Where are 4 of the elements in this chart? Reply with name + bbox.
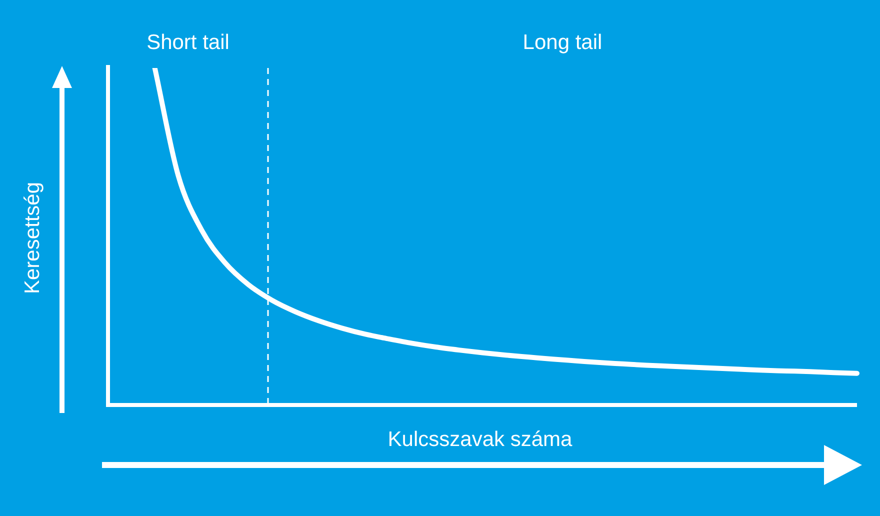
text: Long tail: [522, 30, 602, 54]
x-axis-title: Kulcsszavak száma: [388, 428, 572, 452]
y-axis-title: Keresettség: [21, 182, 45, 294]
text: Short tail: [146, 30, 230, 54]
